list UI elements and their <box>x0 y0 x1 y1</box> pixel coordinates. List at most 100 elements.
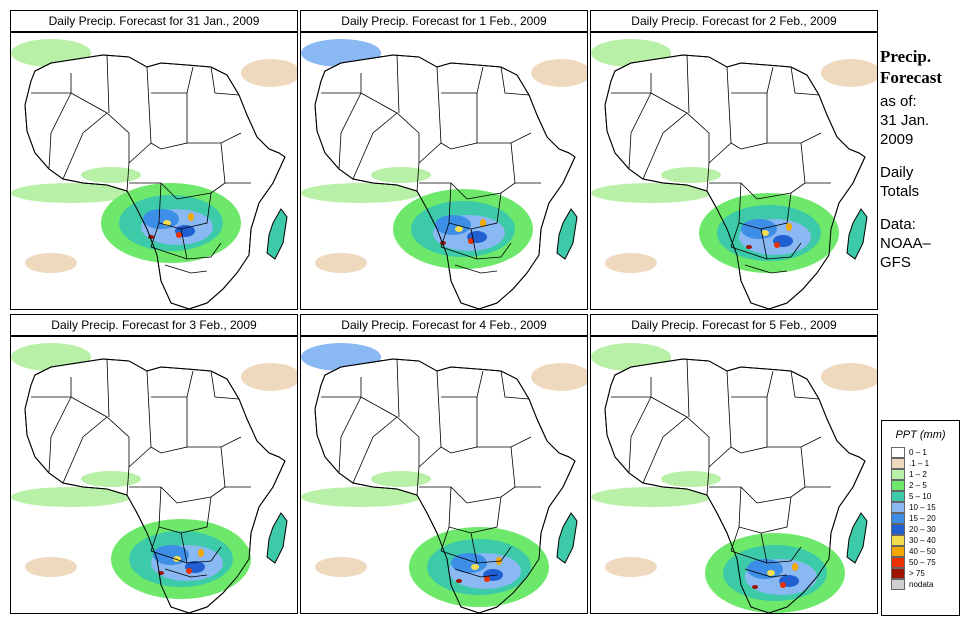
country-border <box>126 466 130 496</box>
legend-label: 40 – 50 <box>909 547 936 556</box>
rain-area-atlantic <box>591 487 711 507</box>
as-of-label: as of: <box>880 93 917 110</box>
country-border <box>760 532 802 564</box>
heading-line-1: Precip. <box>880 47 932 66</box>
legend-label: 0 – 1 <box>909 448 927 457</box>
madagascar-outline <box>846 512 868 564</box>
rain-cell <box>484 576 490 582</box>
country-border <box>440 397 478 454</box>
country-border <box>730 93 768 150</box>
madagascar-outline <box>266 512 288 564</box>
rain-area-north <box>531 59 587 87</box>
country-border <box>709 486 806 504</box>
as-of-year: 2009 <box>880 131 914 148</box>
legend-title: PPT (mm) <box>895 429 946 441</box>
rain-area-south-atlantic <box>315 253 367 273</box>
country-border <box>150 550 188 564</box>
coastline <box>604 54 866 309</box>
coastline <box>604 358 866 613</box>
country-border <box>500 370 530 400</box>
country-border <box>642 416 688 484</box>
legend-label: 15 – 20 <box>909 514 936 523</box>
rain-cell <box>786 223 792 231</box>
country-border <box>419 486 516 504</box>
legend-label: 5 – 10 <box>909 492 932 501</box>
country-border <box>706 162 710 192</box>
country-border <box>470 228 512 260</box>
legend-item: 50 – 75 <box>891 557 959 568</box>
precip-map <box>590 336 878 614</box>
legend-item: 40 – 50 <box>891 546 959 557</box>
rain-area-west <box>81 471 141 487</box>
country-border <box>180 532 222 564</box>
totals-line-1: Daily <box>880 164 914 181</box>
legend-swatch <box>891 524 905 535</box>
rain-area-north <box>821 363 877 391</box>
rain-area-north <box>241 59 297 87</box>
coastline <box>24 358 286 613</box>
coastline <box>314 358 576 613</box>
rain-area-north <box>821 59 877 87</box>
rain-area-south-atlantic <box>605 253 657 273</box>
forecast-panel-4: Daily Precip. Forecast for 3 Feb., 2009 <box>10 314 298 614</box>
country-border <box>454 568 498 578</box>
rain-area-atlantic <box>301 487 421 507</box>
rain-area-west <box>371 471 431 487</box>
country-border <box>416 466 420 496</box>
country-border <box>48 396 72 474</box>
country-border <box>790 66 820 96</box>
legend-label: 30 – 40 <box>909 536 936 545</box>
country-border <box>706 466 710 496</box>
country-border <box>440 550 478 564</box>
panel-title: Daily Precip. Forecast for 4 Feb., 2009 <box>300 314 588 336</box>
legend-item: 2 – 5 <box>891 480 959 491</box>
side-info: Precip. Forecast as of: 31 Jan. 2009 Dai… <box>880 46 964 272</box>
madagascar-outline <box>846 208 868 260</box>
legend-item: nodata <box>891 579 959 590</box>
legend-label: .1 – 1 <box>909 459 930 468</box>
precip-map <box>10 336 298 614</box>
legend-swatch <box>891 502 905 513</box>
rain-cell <box>761 230 769 236</box>
country-border <box>338 92 362 170</box>
madagascar-outline <box>556 512 578 564</box>
country-border <box>150 93 188 150</box>
country-border <box>360 396 420 467</box>
country-border <box>352 416 398 484</box>
rain-area-heavier <box>143 209 179 229</box>
rain-cell <box>767 570 775 576</box>
rain-cell <box>752 585 758 589</box>
madagascar-outline <box>556 208 578 260</box>
country-border <box>106 54 110 114</box>
rain-area-north <box>241 363 297 391</box>
as-of-day: 31 Jan. <box>880 112 930 129</box>
legend-label: 20 – 30 <box>909 525 936 534</box>
country-border <box>210 370 240 400</box>
precip-map <box>300 32 588 310</box>
precip-map <box>10 32 298 310</box>
rain-area-west <box>661 471 721 487</box>
legend-label: nodata <box>909 580 934 589</box>
country-border <box>760 228 802 260</box>
country-border <box>150 397 188 454</box>
panel-title: Daily Precip. Forecast for 2 Feb., 2009 <box>590 10 878 32</box>
country-border <box>730 397 768 454</box>
legend-swatch <box>891 458 905 469</box>
country-border <box>790 370 820 400</box>
country-border <box>396 54 400 114</box>
rain-cell <box>176 232 182 238</box>
rain-area-atlantic <box>11 487 131 507</box>
panel-title: Daily Precip. Forecast for 31 Jan., 2009 <box>10 10 298 32</box>
legend-item: 0 – 1 <box>891 447 959 458</box>
country-border <box>70 396 130 467</box>
country-border <box>744 568 788 578</box>
country-border <box>730 246 768 260</box>
forecast-panel-5: Daily Precip. Forecast for 4 Feb., 2009 <box>300 314 588 614</box>
country-border <box>62 416 108 484</box>
data-source-name-2: GFS <box>880 254 911 271</box>
madagascar-outline <box>266 208 288 260</box>
coastline <box>314 54 576 309</box>
rain-area-south-atlantic <box>315 557 367 577</box>
country-border <box>164 264 208 274</box>
legend-swatch <box>891 491 905 502</box>
